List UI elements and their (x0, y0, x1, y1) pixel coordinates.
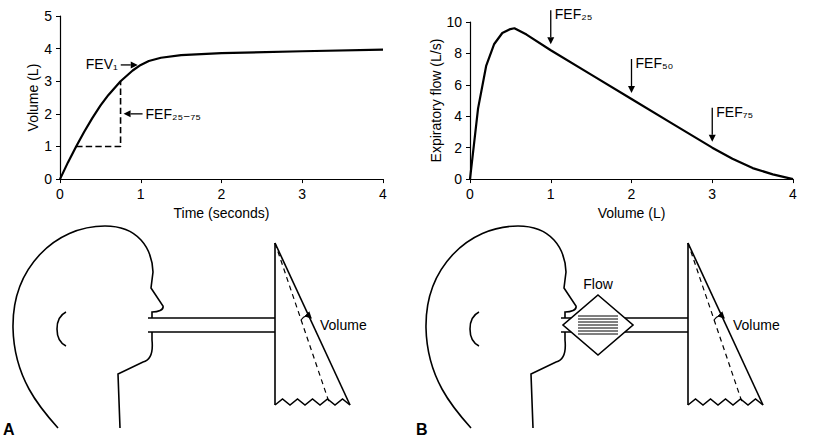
svg-text:0: 0 (56, 186, 64, 202)
svg-text:0: 0 (466, 186, 474, 202)
svg-text:4: 4 (454, 108, 462, 124)
svg-text:Time (seconds): Time (seconds) (174, 205, 270, 221)
svg-text:5: 5 (44, 8, 52, 24)
svg-text:2: 2 (628, 186, 636, 202)
svg-text:FEF₇₅: FEF₇₅ (716, 104, 753, 120)
svg-text:0: 0 (44, 171, 52, 187)
svg-text:Expiratory flow (L/s): Expiratory flow (L/s) (428, 39, 444, 163)
svg-text:Volume: Volume (733, 317, 780, 333)
svg-text:3: 3 (298, 186, 306, 202)
svg-text:Flow: Flow (583, 276, 613, 292)
svg-text:Volume (L): Volume (L) (598, 205, 666, 221)
svg-text:B: B (416, 421, 428, 438)
svg-text:4: 4 (379, 186, 387, 202)
svg-text:FEF₂₅: FEF₂₅ (555, 6, 593, 22)
svg-text:1: 1 (547, 186, 555, 202)
svg-text:2: 2 (44, 106, 52, 122)
svg-text:A: A (3, 421, 15, 438)
svg-text:FEF₅₀: FEF₅₀ (636, 55, 674, 71)
svg-text:1: 1 (44, 138, 52, 154)
svg-text:3: 3 (708, 186, 716, 202)
svg-text:6: 6 (454, 77, 462, 93)
svg-text:1: 1 (137, 186, 145, 202)
svg-text:Volume: Volume (320, 317, 367, 333)
svg-text:2: 2 (454, 140, 462, 156)
svg-text:10: 10 (446, 14, 462, 30)
svg-text:4: 4 (789, 186, 797, 202)
svg-text:Volume (L): Volume (L) (25, 64, 41, 132)
svg-text:8: 8 (454, 45, 462, 61)
svg-text:4: 4 (44, 41, 52, 57)
svg-text:FEF₂₅₋₇₅: FEF₂₅₋₇₅ (146, 106, 201, 122)
svg-text:3: 3 (44, 73, 52, 89)
svg-text:0: 0 (454, 171, 462, 187)
svg-text:2: 2 (218, 186, 226, 202)
svg-text:FEV₁: FEV₁ (86, 56, 118, 72)
